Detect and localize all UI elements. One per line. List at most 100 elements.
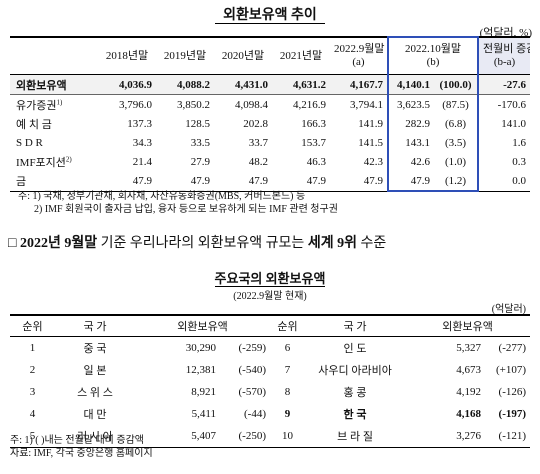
cell: 42.6 — [387, 152, 434, 171]
value: 3,276 — [456, 430, 482, 442]
cell: 153.7 — [301, 136, 326, 149]
cell: 47.9 — [132, 174, 152, 187]
cell: 141.5 — [358, 136, 383, 149]
cell: 27.9 — [190, 155, 210, 168]
country: 일 본 — [83, 365, 107, 377]
column-header: 전월비 증감(b-a) — [478, 37, 530, 75]
column-header: 외환보유액 — [135, 315, 271, 337]
cell: 47.9 — [363, 174, 383, 187]
cell: 128.5 — [185, 117, 210, 130]
change: (-570) — [238, 386, 267, 398]
column-sub: (b-a) — [493, 56, 516, 68]
row: 3 스 위 스 8,921 (-570) 8 홍 콩 4,192 (-126) — [10, 381, 530, 403]
column-header: 순위 — [270, 315, 306, 337]
rank: 5 — [29, 430, 36, 442]
note: 자료: IMF, 각국 중앙은행 홈페이지 — [10, 448, 153, 459]
cell: 202.8 — [243, 117, 268, 130]
cell: (6.8) — [434, 114, 479, 133]
t2-subtitle: (2022.9월말 현재) — [233, 291, 307, 302]
cell: 33.5 — [190, 136, 210, 149]
cell: -27.6 — [478, 74, 530, 95]
country: 브 라 질 — [337, 431, 373, 443]
cell: 4,167.7 — [330, 74, 388, 95]
row-label: 외환보유액 — [10, 74, 98, 95]
cell: 3,796.0 — [119, 98, 152, 111]
rank: 3 — [29, 386, 36, 398]
note: 주: 1) ( )내는 전월말 대비 증감액 — [10, 435, 144, 446]
heading-part: 기준 우리나라의 외환보유액 규모는 — [97, 236, 308, 251]
cell: 143.1 — [387, 133, 434, 152]
column-header: 2022.10월말 (b) — [387, 36, 479, 75]
cell: 4,098.4 — [235, 98, 268, 111]
cell: 33.7 — [248, 136, 268, 149]
column-header: 2022.9월말 (a) — [330, 37, 388, 75]
change: (-259) — [238, 342, 267, 354]
rank: 7 — [284, 364, 291, 376]
cell: (1.2) — [434, 171, 479, 192]
cell: 42.3 — [363, 155, 383, 168]
t2-title: 주요국의 외환보유액 — [214, 271, 326, 287]
cell: 3,794.1 — [350, 98, 383, 111]
cell: 34.3 — [132, 136, 152, 149]
value: 5,407 — [191, 430, 216, 442]
row: 4 대 만 5,411 (-44) 9 한 국 4,168 (-197) — [10, 403, 530, 425]
row: S D R 34.3 33.5 33.7 153.7 141.5 143.1 (3.5) 1.6 — [10, 133, 530, 152]
rank: 2 — [29, 364, 36, 376]
value: 4,192 — [456, 386, 482, 398]
cell: 47.9 — [190, 174, 210, 187]
column-label: 2022.9월말 — [334, 43, 385, 55]
rank: 8 — [284, 386, 291, 398]
label-text: 예 치 금 — [16, 118, 52, 131]
rank: 10 — [282, 430, 294, 442]
note-ref: 2) — [65, 154, 72, 163]
column-label: 2019년말 — [163, 49, 207, 62]
cell: 4,140.1 — [387, 74, 434, 95]
column-header: 외환보유액 — [405, 315, 531, 337]
cell: 47.9 — [387, 171, 434, 192]
cell: (87.5) — [434, 94, 479, 114]
cell: (1.0) — [434, 152, 479, 171]
value: 4,168 — [456, 408, 482, 420]
reserve-table: 2018년말 2019년말 2020년말 2021년말 2022.9월말 (a) 2022.… — [10, 36, 530, 192]
column-label: 전월비 증감 — [483, 43, 530, 55]
label-text: IMF포지션 — [16, 156, 66, 169]
heading-part: 수준 — [356, 236, 387, 251]
row-label: 유가증권1) — [10, 95, 98, 115]
column-header: 국 가 — [55, 315, 135, 337]
cell: 0.0 — [512, 174, 526, 187]
note-ref: 1) — [56, 97, 63, 106]
cell: 282.9 — [387, 114, 434, 133]
cell: 3,623.5 — [387, 94, 434, 114]
heading-part: 세계 9위 — [307, 236, 357, 251]
cell: 48.2 — [248, 155, 268, 168]
note: 2) IMF 회원국이 출자금 납입, 융자 등으로 보유하게 되는 IMF 관… — [34, 204, 338, 215]
row: 5 러 시 아 5,407 (-250) 10 브 라 질 3,276 (-121) — [10, 425, 530, 448]
cell: 1.6 — [512, 136, 526, 149]
column-sub: (b) — [426, 56, 440, 68]
column-label: 2021년말 — [279, 49, 323, 62]
label-text: S D R — [16, 136, 43, 149]
value: 5,411 — [191, 408, 216, 420]
change: (-197) — [498, 408, 527, 420]
country: 스 위 스 — [77, 387, 113, 399]
country: 대 만 — [83, 409, 107, 421]
value: 5,327 — [456, 342, 482, 354]
heading: □ 2022년 9월말 기준 우리나라의 외환보유액 규모는 세계 9위 수준 — [8, 232, 386, 252]
column-header: 순위 — [10, 315, 55, 337]
change: (-277) — [498, 342, 527, 354]
row: IMF포지션2) 21.4 27.9 48.2 46.3 42.3 42.6 (1.0) 0.3 — [10, 152, 530, 171]
country: 중 국 — [83, 343, 107, 355]
change: (-250) — [238, 430, 267, 442]
row-label: 예 치 금 — [10, 114, 98, 133]
country: 한 국 — [343, 409, 367, 421]
country-table: 순위 국 가 외환보유액 순위 국 가 외환보유액 1 중 국 30,290 (-259) 6 인 도… — [10, 314, 531, 448]
country: 사우디 아라비아 — [318, 365, 392, 377]
row: 2 일 본 12,381 (-540) 7 사우디 아라비아 4,673 (+107) — [10, 359, 530, 381]
cell: 4,036.9 — [98, 74, 156, 95]
cell: 141.9 — [358, 117, 383, 130]
column-label: 2022.10월말 — [405, 43, 461, 55]
notes: 주: 1) 국채, 정부기관채, 회사채, 자산유동화증권(MBS, 커버드본드… — [18, 190, 338, 216]
cell: 4,216.9 — [293, 98, 326, 111]
